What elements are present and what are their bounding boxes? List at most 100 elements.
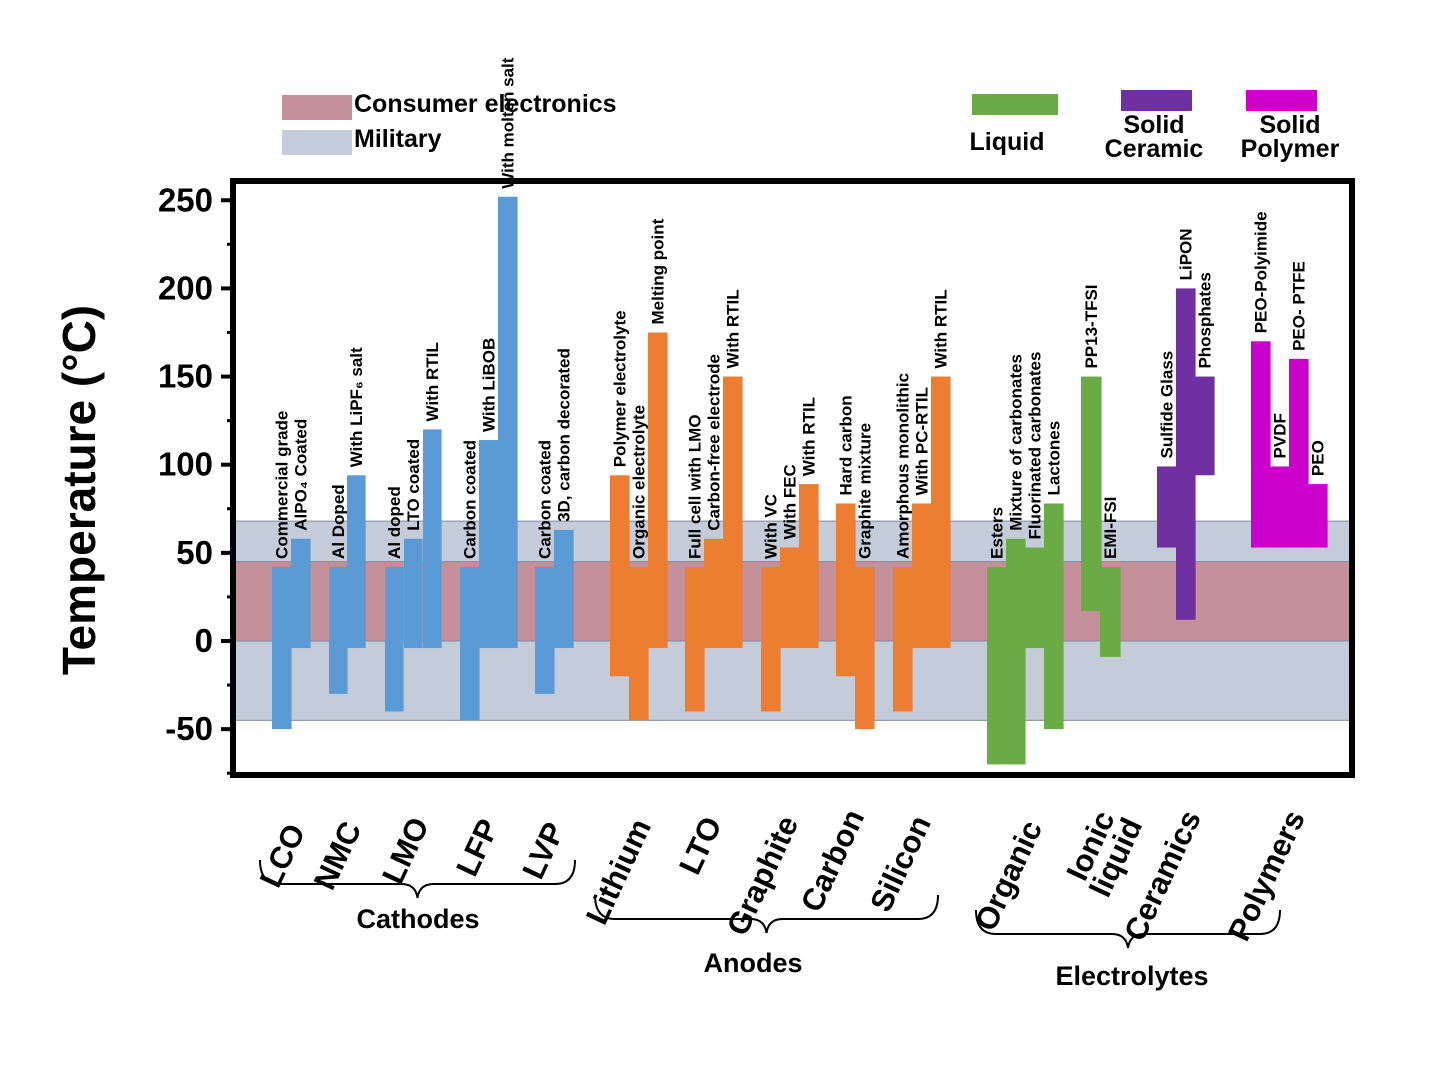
y-tick-label: 200 — [158, 269, 213, 306]
category-label: LMO — [375, 812, 436, 889]
variant-label: With PC-RTIL — [913, 387, 932, 495]
variant-label: Al doped — [385, 486, 404, 559]
range-bar-ceramics-3[interactable] — [1195, 376, 1215, 476]
variant-label: Al Doped — [329, 484, 348, 559]
variant-label: LiPON — [1177, 228, 1196, 280]
legend-swatch-material — [1121, 90, 1192, 111]
variant-label: LTO coated — [404, 439, 423, 531]
plot-frame — [230, 178, 1355, 778]
range-bar-ionic-liquid-2[interactable] — [1100, 566, 1121, 657]
range-bar-lfp-3[interactable] — [498, 196, 518, 649]
range-bar-lithium-3[interactable] — [648, 332, 668, 649]
range-bar-lmo-1[interactable] — [385, 566, 404, 712]
range-bar-lco-1[interactable] — [272, 566, 292, 730]
variant-label: PEO-Polyimide — [1252, 211, 1271, 333]
legend-swatch-material — [1246, 90, 1317, 111]
range-bar-lto-2[interactable] — [704, 538, 724, 649]
range-bar-lmo-2[interactable] — [404, 538, 423, 649]
range-bar-organic-3[interactable] — [1025, 547, 1045, 649]
group-brace — [594, 894, 939, 934]
variant-label: With VC — [762, 494, 781, 559]
range-bar-lco-2[interactable] — [291, 538, 311, 649]
variant-label: AlPO₄ Coated — [292, 419, 311, 531]
range-bar-lfp-2[interactable] — [479, 440, 499, 649]
range-bar-nmc-2[interactable] — [347, 475, 366, 649]
variant-label: PP13-TFSI — [1082, 284, 1101, 368]
variant-label: Mixture of carbonates — [1007, 354, 1026, 531]
range-bar-organic-1[interactable] — [987, 566, 1007, 765]
y-tick-label: -50 — [165, 710, 213, 747]
category-label: LVP — [515, 817, 571, 884]
category-label: Lithium — [579, 813, 658, 929]
range-bar-organic-2[interactable] — [1006, 538, 1026, 765]
range-bar-lto-1[interactable] — [685, 566, 705, 712]
group-brace — [975, 909, 1281, 949]
range-bar-carbon-1[interactable] — [836, 503, 856, 677]
category-label: LTO — [672, 811, 729, 879]
variant-label: With RTIL — [724, 289, 743, 368]
variant-label: With RTIL — [423, 342, 442, 421]
range-bar-polymers-4[interactable] — [1308, 484, 1328, 548]
legend-swatch-zone — [282, 130, 352, 155]
variant-label: Graphite mixture — [856, 423, 875, 559]
variant-label: Commercial grade — [273, 411, 292, 559]
range-bar-graphite-1[interactable] — [761, 566, 781, 712]
y-tick-label: 250 — [158, 181, 213, 218]
range-bar-nmc-1[interactable] — [329, 566, 348, 694]
variant-label: Polymer electrolyte — [611, 310, 630, 467]
variant-label: Melting point — [649, 218, 668, 324]
range-bar-lithium-1[interactable] — [610, 475, 630, 677]
variant-label: With RTIL — [932, 289, 951, 368]
y-axis-title: Temperature (°C) — [53, 305, 105, 675]
range-bar-lfp-1[interactable] — [460, 566, 480, 721]
variant-label: Carbon coated — [536, 440, 555, 559]
range-bar-polymers-3[interactable] — [1289, 358, 1309, 548]
range-bar-silicon-3[interactable] — [931, 376, 951, 649]
variant-label: With LiBOB — [480, 338, 499, 432]
variant-label: Esters — [988, 507, 1007, 559]
legend-swatch-zone — [282, 95, 352, 120]
range-bar-ionic-liquid-1[interactable] — [1081, 376, 1102, 612]
range-bar-lvp-2[interactable] — [554, 529, 574, 649]
group-brace — [259, 859, 576, 899]
variant-label: EMI-FSI — [1101, 497, 1120, 559]
range-bar-lithium-2[interactable] — [629, 566, 649, 721]
range-bar-lvp-1[interactable] — [535, 566, 555, 694]
variant-label: Full cell with LMO — [686, 414, 705, 559]
variant-label: With FEC — [781, 464, 800, 539]
variant-label: 3D, carbon decorated — [555, 348, 574, 522]
category-label: LCO — [253, 819, 312, 893]
range-bar-ceramics-1[interactable] — [1157, 466, 1177, 548]
range-bar-polymers-2[interactable] — [1270, 466, 1290, 548]
range-bar-polymers-1[interactable] — [1251, 341, 1271, 548]
range-bar-graphite-2[interactable] — [780, 547, 800, 649]
legend-label-material: Liquid — [970, 128, 1045, 156]
legend-label-material: Solid Ceramic — [1105, 111, 1204, 163]
category-label: Polymers — [1221, 805, 1312, 946]
range-bar-lto-3[interactable] — [723, 376, 743, 649]
legend-label-zone: Consumer electronics — [354, 90, 617, 118]
variant-label: Carbon coated — [461, 440, 480, 559]
variant-label: Fluorinated carbonates — [1026, 352, 1045, 540]
range-bar-silicon-1[interactable] — [893, 566, 913, 712]
range-bar-ceramics-2[interactable] — [1176, 288, 1196, 620]
variant-label: Hard carbon — [837, 395, 856, 495]
y-tick-label: 150 — [158, 358, 213, 395]
range-bar-carbon-2[interactable] — [855, 566, 875, 730]
category-label: Ionicliquid — [1057, 801, 1149, 903]
family-label: Cathodes — [356, 904, 479, 934]
range-bar-silicon-2[interactable] — [912, 503, 932, 649]
legend-swatch-material — [972, 94, 1058, 115]
variant-label: Lactones — [1045, 421, 1064, 496]
variant-label: PEO — [1309, 440, 1328, 476]
category-label: Graphite — [720, 810, 806, 940]
family-label: Electrolytes — [1055, 961, 1208, 991]
range-bar-graphite-3[interactable] — [799, 484, 819, 649]
variant-label: Amorphous monolithic — [894, 373, 913, 559]
range-bar-organic-4[interactable] — [1044, 503, 1064, 730]
y-tick-label: 100 — [158, 446, 213, 483]
range-bar-lmo-3[interactable] — [423, 429, 442, 649]
family-label: Anodes — [703, 948, 802, 978]
